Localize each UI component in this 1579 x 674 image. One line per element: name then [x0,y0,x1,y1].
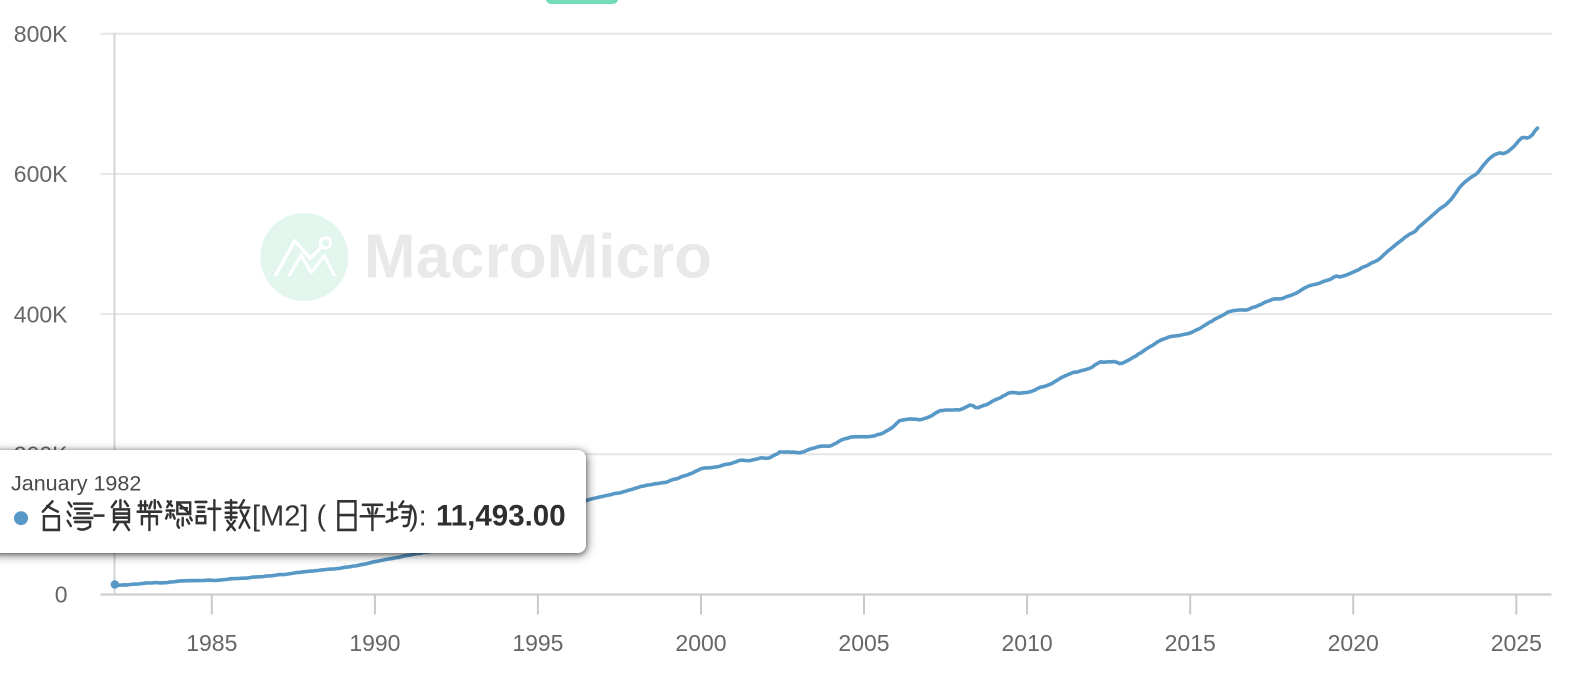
svg-text:800K: 800K [14,21,68,47]
svg-text:2010: 2010 [1002,630,1053,656]
svg-text:2020: 2020 [1328,630,1379,656]
svg-text:2000: 2000 [675,630,726,656]
svg-text:400K: 400K [14,301,68,327]
svg-text:1985: 1985 [186,630,237,656]
svg-text:2005: 2005 [838,630,889,656]
svg-text:0: 0 [55,582,68,608]
svg-text:):: ): [409,500,427,532]
svg-text:1995: 1995 [512,630,563,656]
svg-text:600K: 600K [14,161,68,187]
svg-text:2015: 2015 [1165,630,1216,656]
svg-text:1990: 1990 [349,630,400,656]
svg-text:11,493.00: 11,493.00 [436,499,566,532]
svg-text:January 1982: January 1982 [11,472,141,496]
svg-text:[M2] (: [M2] ( [252,500,326,532]
svg-text:MacroMicro: MacroMicro [364,223,712,292]
svg-text:2025: 2025 [1491,630,1542,656]
